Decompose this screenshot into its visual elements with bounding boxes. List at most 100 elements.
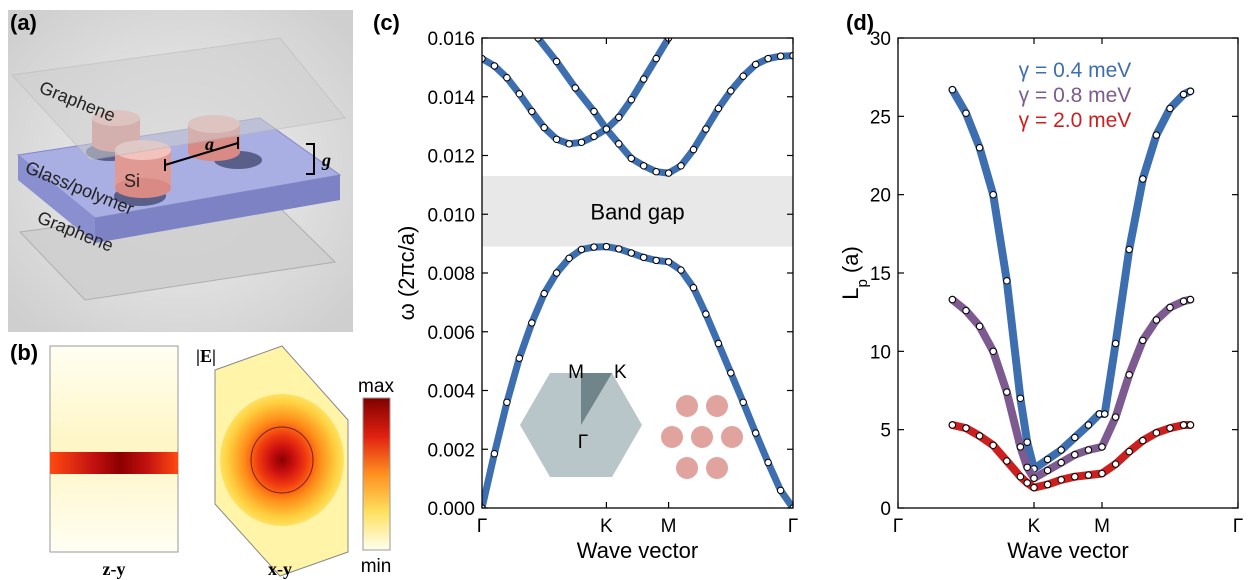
data-point: [503, 398, 511, 406]
data-point: [948, 86, 957, 94]
y-axis-label: ω (2πc/a): [394, 226, 419, 321]
x-axis-label: Wave vector: [1007, 538, 1128, 563]
panel-label-a: (a): [10, 10, 37, 35]
y-tick-label: 0.008: [427, 264, 475, 285]
data-point: [752, 60, 760, 69]
legend-entry: γ = 2.0 meV: [1019, 109, 1132, 132]
data-point: [1030, 474, 1038, 482]
colorbar: [362, 397, 391, 551]
lattice-site: [676, 457, 698, 479]
x-tick-label: M: [661, 516, 677, 537]
data-point: [1111, 460, 1120, 468]
data-point: [677, 162, 685, 170]
x-tick-label: Γ: [893, 516, 903, 537]
data-point: [528, 319, 536, 327]
chart-c-axes: 0.000 0.002 0.004 0.006 0.008 0.010 0.012 0.014…: [394, 29, 798, 563]
x-tick-label: K: [600, 516, 613, 537]
data-point: [1016, 394, 1025, 402]
data-point: [1043, 455, 1052, 464]
data-point: [615, 113, 623, 122]
data-point: [1186, 87, 1195, 96]
bz-label-gamma: Γ: [578, 432, 588, 453]
irreducible-zone: [581, 373, 612, 425]
data-point: [540, 289, 548, 298]
data-point: [552, 57, 561, 66]
data-point: [1125, 447, 1133, 456]
panel-label-d: (d): [846, 10, 874, 35]
data-point: [503, 74, 511, 82]
data-point: [989, 441, 997, 449]
data-point: [962, 306, 970, 315]
data-point: [1084, 471, 1093, 479]
label-gap: g: [321, 150, 331, 170]
lattice-site: [721, 426, 743, 448]
data-point: [1043, 466, 1052, 475]
data-point: [627, 249, 635, 257]
data-point: [490, 450, 499, 458]
data-point: [975, 432, 984, 440]
data-point: [714, 339, 723, 348]
series-line-2: [948, 295, 1195, 483]
panel-d: (d) 0 5 10 15 20 25 30 Γ K M Γ Wave vector Lp (a) γ …: [838, 10, 1243, 563]
panel-b: (b) z-y x-y |E| max min: [10, 340, 394, 579]
bz-inset: M K Γ: [520, 362, 642, 477]
data-point: [1071, 451, 1079, 459]
period-marker: [164, 142, 239, 166]
y-tick-label: 15: [870, 264, 891, 285]
panel-c: (c) Band gap M K Γ 0.0000.0020.0040.0060…: [373, 10, 798, 563]
data-point: [1057, 446, 1065, 454]
zy-field-map: [49, 345, 179, 553]
colorbar-min-label: min: [361, 556, 392, 577]
data-point: [652, 168, 660, 176]
data-point: [739, 72, 747, 80]
data-point: [975, 322, 984, 330]
chart-d-series: [948, 85, 1195, 492]
data-point: [1152, 131, 1161, 139]
data-point: [689, 284, 698, 292]
panel-a: (a) Graphene Si a g Glass/polymer Graphe…: [8, 10, 353, 332]
data-point: [1016, 473, 1025, 481]
data-point: [565, 140, 573, 148]
y-tick-label: 10: [870, 342, 891, 363]
data-point: [664, 169, 673, 177]
y-tick-label: 30: [870, 29, 891, 50]
data-point: [1084, 421, 1093, 429]
label-zy-view: z-y: [103, 559, 126, 579]
panel-label-b: (b): [10, 340, 38, 365]
data-point: [1023, 479, 1031, 487]
data-point: [752, 429, 760, 437]
spacer-front-face: [95, 175, 340, 243]
band-gap-region: [482, 176, 793, 247]
y-tick-label: 0.002: [427, 440, 475, 461]
y-tick-label: 0.010: [427, 205, 475, 226]
data-point: [577, 138, 586, 147]
chart-c-series: [482, 38, 793, 508]
data-point: [1152, 316, 1161, 324]
y-tick-label: 5: [880, 421, 891, 442]
data-point: [1003, 277, 1011, 285]
lattice-site: [706, 457, 728, 479]
data-point: [577, 245, 586, 254]
data-point: [702, 310, 710, 318]
lattice-site: [676, 395, 698, 417]
data-point: [627, 154, 635, 163]
bz-label-k: K: [614, 362, 627, 383]
data-point: [1030, 483, 1038, 492]
data-point: [534, 38, 542, 42]
data-point: [948, 421, 957, 429]
data-point: [962, 424, 970, 432]
data-point: [1111, 339, 1120, 348]
data-point: [962, 109, 970, 117]
data-point: [1179, 421, 1188, 429]
data-point: [1084, 446, 1093, 454]
data-point: [540, 123, 548, 132]
data-point: [602, 125, 611, 133]
data-point: [1125, 245, 1133, 254]
band-gap-label: Band gap: [590, 199, 684, 224]
data-point: [590, 243, 598, 251]
data-point: [1043, 480, 1052, 489]
data-point: [482, 54, 486, 63]
data-point: [528, 107, 536, 116]
data-point: [975, 144, 984, 152]
